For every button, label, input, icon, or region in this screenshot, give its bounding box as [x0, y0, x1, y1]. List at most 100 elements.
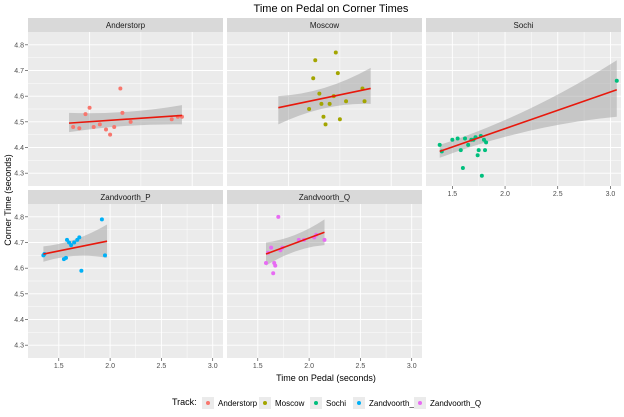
- data-point: [112, 124, 117, 129]
- facet-anderstorp: Anderstorp 4.3 4.4 4.5 4.6 4.7 4.8: [14, 18, 223, 186]
- data-point: [169, 117, 174, 122]
- data-point: [120, 110, 125, 115]
- x-tick-label: 2.0: [304, 363, 314, 370]
- data-point: [344, 99, 349, 104]
- data-point: [475, 153, 480, 158]
- data-point: [271, 271, 276, 276]
- facet-panels: Anderstorp 4.3 4.4 4.5 4.6 4.7 4.8 Moscow Sochi 1…: [14, 18, 621, 370]
- y-tick-label: 4.3: [14, 343, 24, 350]
- x-tick-label: 2.0: [500, 191, 510, 198]
- data-point: [307, 107, 312, 111]
- facet-moscow: Moscow: [227, 18, 422, 186]
- chart-title: Time on Pedal on Corner Times: [254, 3, 409, 15]
- x-tick-label: 1.5: [253, 363, 263, 370]
- fit-line: [43, 240, 108, 255]
- data-point: [269, 245, 274, 250]
- data-point: [323, 122, 328, 127]
- data-point: [71, 124, 76, 129]
- fit-line: [278, 87, 371, 109]
- data-point: [466, 142, 471, 147]
- facet-zandvoorth_q: Zandvoorth_Q 1.5 2.0 2.5 3.0: [227, 190, 422, 370]
- x-tick-label: 2.5: [356, 363, 366, 370]
- y-axis-title: Corner Time (seconds): [3, 154, 13, 246]
- data-point: [99, 217, 104, 222]
- data-point: [317, 91, 322, 96]
- fit-line: [68, 114, 183, 124]
- data-point: [327, 101, 332, 106]
- legend-item-zandvoorth_q: Zandvoorth_Q: [414, 397, 481, 409]
- y-tick-label: 4.6: [14, 94, 24, 101]
- data-point: [83, 112, 88, 117]
- legend-label: Anderstorp: [218, 399, 258, 408]
- x-tick-label: 1.5: [54, 363, 64, 370]
- data-point: [69, 243, 74, 248]
- facet-strip-label: Moscow: [310, 21, 340, 30]
- data-point: [102, 253, 107, 258]
- fit-line: [265, 231, 325, 255]
- data-point: [104, 127, 108, 132]
- legend-marker: [314, 401, 318, 405]
- facet-strip-label: Zandvoorth_P: [100, 193, 150, 202]
- data-point: [322, 237, 327, 242]
- data-point: [273, 263, 278, 268]
- x-tick-label: 3.0: [606, 191, 616, 198]
- x-axis-title: Time on Pedal (seconds): [276, 373, 376, 383]
- data-point: [321, 114, 326, 119]
- data-point: [463, 136, 467, 141]
- data-point: [479, 173, 484, 178]
- facet-strip-label: Sochi: [513, 21, 533, 30]
- data-point: [476, 148, 481, 153]
- data-point: [337, 117, 342, 122]
- data-point: [79, 268, 84, 273]
- x-tick-label: 3.0: [208, 363, 218, 370]
- data-point: [333, 50, 338, 55]
- data-point: [484, 140, 489, 145]
- legend-item-zandvoorth_p: Zandvoorth_P: [353, 397, 419, 409]
- legend-marker: [263, 401, 267, 405]
- y-tick-label: 4.4: [14, 317, 24, 324]
- y-tick-label: 4.3: [14, 171, 24, 178]
- data-point: [311, 76, 316, 81]
- facet-zandvoorth_p: Zandvoorth_P 4.3 4.4 4.5 4.6 4.7 4.8 1.5 2.0 2.5 3…: [14, 190, 223, 370]
- y-tick-label: 4.6: [14, 266, 24, 273]
- data-point: [118, 86, 123, 91]
- y-tick-label: 4.8: [14, 42, 24, 49]
- legend-marker: [357, 401, 361, 405]
- data-point: [91, 124, 96, 129]
- x-tick-label: 1.5: [447, 191, 457, 198]
- legend-marker: [206, 401, 210, 405]
- facet-strip: [28, 190, 223, 204]
- data-point: [455, 136, 460, 141]
- x-tick-label: 3.0: [407, 363, 417, 370]
- facet-sochi: Sochi 1.5 2.0 2.5 3.0: [426, 18, 621, 198]
- legend-label: Moscow: [275, 399, 305, 408]
- facet-strip-label: Anderstorp: [106, 21, 146, 30]
- data-point: [264, 261, 268, 266]
- data-point: [614, 78, 619, 83]
- legend-label: Sochi: [326, 399, 346, 408]
- y-tick-label: 4.5: [14, 291, 24, 298]
- data-point: [128, 119, 133, 124]
- fit-line: [439, 88, 618, 153]
- data-point: [87, 105, 92, 110]
- y-tick-label: 4.8: [14, 214, 24, 221]
- data-point: [483, 148, 488, 153]
- data-point: [313, 58, 318, 63]
- x-tick-label: 2.5: [553, 191, 563, 198]
- y-tick-label: 4.7: [14, 240, 24, 247]
- data-point: [108, 132, 113, 137]
- data-point: [458, 148, 463, 153]
- data-point: [77, 235, 82, 240]
- data-point: [362, 99, 367, 104]
- data-point: [97, 122, 102, 127]
- legend-title: Track:: [172, 397, 197, 407]
- data-point: [335, 71, 340, 76]
- confidence-band: [439, 60, 617, 158]
- legend-label: Zandvoorth_Q: [430, 399, 481, 408]
- facet-strip: [227, 190, 422, 204]
- y-tick-label: 4.4: [14, 145, 24, 152]
- y-tick-label: 4.7: [14, 68, 24, 75]
- facet-strip: [227, 18, 422, 32]
- legend-label: Zandvoorth_P: [369, 399, 419, 408]
